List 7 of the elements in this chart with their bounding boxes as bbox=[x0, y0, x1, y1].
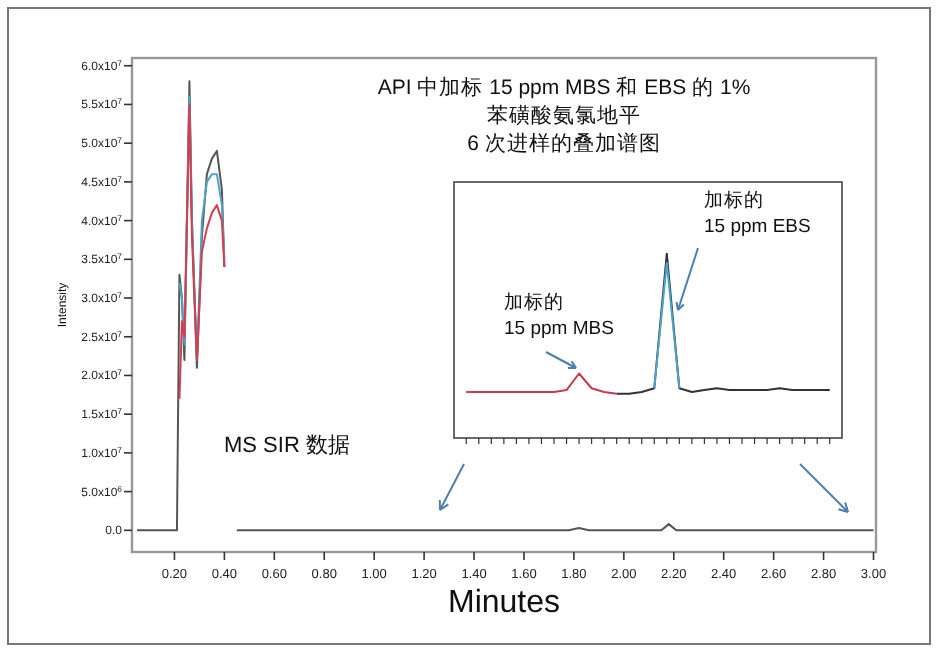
x-axis-title: Minutes bbox=[447, 586, 561, 620]
annotation: 加标的 15 ppm MBS bbox=[504, 290, 614, 340]
text: 苯磺酸氨氯地平 6 次进样的叠加谱图 bbox=[467, 102, 661, 156]
line-series bbox=[178, 103, 226, 400]
annotation: 加标的 15 ppm EBS bbox=[704, 188, 811, 238]
text: API 中加标 15 ppm MBS 和 EBS 的 1% bbox=[377, 74, 751, 100]
annotation: MS SIR 数据 bbox=[224, 434, 350, 458]
